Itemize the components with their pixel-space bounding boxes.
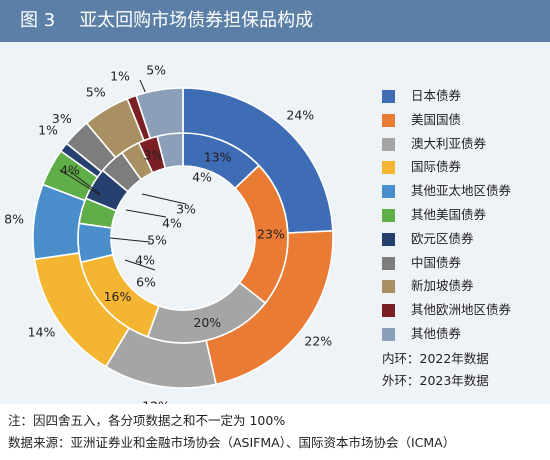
outer-data-label-11: 5% — [146, 63, 166, 78]
inner-ring-segment-5 — [77, 222, 114, 264]
legend-label-10: 其他欧洲地区债券 — [411, 302, 512, 318]
outer-callout-line-7 — [59, 169, 101, 196]
legend-label-3: 澳大利亚债券 — [411, 135, 487, 151]
inner-data-label-8: 4% — [162, 216, 182, 231]
legend-item-8: 中国债券 — [382, 251, 550, 275]
inner-data-label-4: 16% — [104, 289, 132, 304]
legend-label-9: 新加坡债券 — [411, 278, 474, 294]
legend-swatch-4 — [382, 161, 395, 175]
legend-item-7: 欧元区债券 — [382, 227, 550, 251]
legend-label-6: 其他美国债券 — [411, 206, 487, 222]
legend-swatch-7 — [382, 232, 395, 246]
legend-label-11: 其他债券 — [411, 325, 462, 341]
outer-data-label-3: 12% — [142, 398, 170, 404]
outer-data-label-6: 4% — [60, 163, 80, 178]
outer-data-label-8: 3% — [52, 111, 72, 126]
outer-data-label-10: 1% — [110, 69, 130, 84]
legend-item-6: 其他美国债券 — [382, 203, 550, 227]
inner-ring-note: 内环：2022年数据 — [382, 351, 489, 366]
legend-swatch-5 — [382, 185, 395, 199]
donut-chart: 13%23%20%16%6%4%5%4%3%3%4%24%22%12%14%8%… — [4, 63, 334, 404]
inner-data-label-6: 4% — [135, 253, 155, 268]
legend-swatch-11 — [382, 327, 395, 341]
legend-label-5: 其他亚太地区债券 — [411, 183, 512, 199]
outer-callout-line-6 — [67, 169, 101, 195]
legend-item-1: 日本债券 — [382, 84, 550, 108]
figure-card: 图 3 亚太回购市场债券担保品构成 13% 23% 20% 16% 6% 4% 5% 4% 3% 3… — [0, 0, 550, 404]
outer-data-label-5: 8% — [4, 212, 24, 227]
legend-item-11: 其他债券 — [382, 322, 550, 346]
legend-item-3: 澳大利亚债券 — [382, 132, 550, 156]
inner-data-label-10: 3% — [144, 148, 164, 163]
outer-ring-note: 外环：2023年数据 — [382, 373, 489, 388]
inner-data-label-3: 20% — [193, 315, 221, 330]
legend-label-7: 欧元区债券 — [411, 230, 474, 246]
legend-item-4: 国际债券 — [382, 155, 550, 179]
figure-title-bar: 图 3 亚太回购市场债券担保品构成 — [0, 0, 550, 42]
inner-data-label-5: 6% — [136, 275, 156, 290]
legend-swatch-6 — [382, 208, 395, 222]
legend-label-1: 日本债券 — [411, 88, 462, 103]
inner-data-label-11: 4% — [192, 170, 212, 185]
legend-item-5: 其他亚太地区债券 — [382, 179, 550, 203]
inner-callout-line-8 — [125, 209, 167, 218]
legend-label-4: 国际债券 — [411, 159, 462, 175]
inner-callout-line-9 — [141, 193, 187, 205]
outer-data-label-4: 14% — [28, 325, 56, 340]
legend-item-10: 其他欧洲地区债券 — [382, 298, 550, 322]
legend-swatch-2 — [382, 113, 395, 127]
inner-data-label-1: 13% — [204, 150, 232, 165]
legend-swatch-10 — [382, 304, 395, 318]
legend-swatch-9 — [382, 280, 395, 294]
legend-item-2: 美国国债 — [382, 108, 550, 132]
inner-data-label-9: 3% — [176, 202, 196, 217]
figure-title: 亚太回购市场债券担保品构成 — [79, 10, 314, 31]
outer-data-label-1: 24% — [286, 107, 314, 122]
outer-data-label-9: 5% — [86, 85, 106, 100]
inner-data-label-2: 23% — [257, 226, 285, 241]
legend-swatch-8 — [382, 256, 395, 270]
source-note: 数据来源：亚洲证券业和金融市场协会（ASIFMA）、国际资本市场协会（ICMA） — [8, 435, 456, 450]
legend-swatch-3 — [382, 137, 395, 151]
legend: 日本债券美国国债澳大利亚债券 国际债券其他亚太地区债券 其他美国债券 欧元区债券中国债… — [382, 84, 550, 346]
legend-label-2: 美国国债 — [411, 111, 462, 127]
inner-callout-line-7 — [109, 237, 151, 243]
legend-item-9: 新加坡债券 — [382, 274, 550, 298]
outer-ring-segment-11 — [135, 87, 184, 140]
legend-label-8: 中国债券 — [411, 254, 462, 270]
figure-number: 图 3 — [20, 10, 56, 31]
inner-data-label-7: 5% — [147, 233, 167, 248]
outer-data-label-2: 22% — [304, 333, 332, 348]
outer-data-label-7: 1% — [38, 123, 58, 138]
rounding-note: 注：因四舍五入，各分项数据之和不一定为 100% — [8, 413, 286, 428]
legend-swatch-1 — [382, 90, 395, 103]
inner-callout-line-6 — [124, 259, 156, 271]
